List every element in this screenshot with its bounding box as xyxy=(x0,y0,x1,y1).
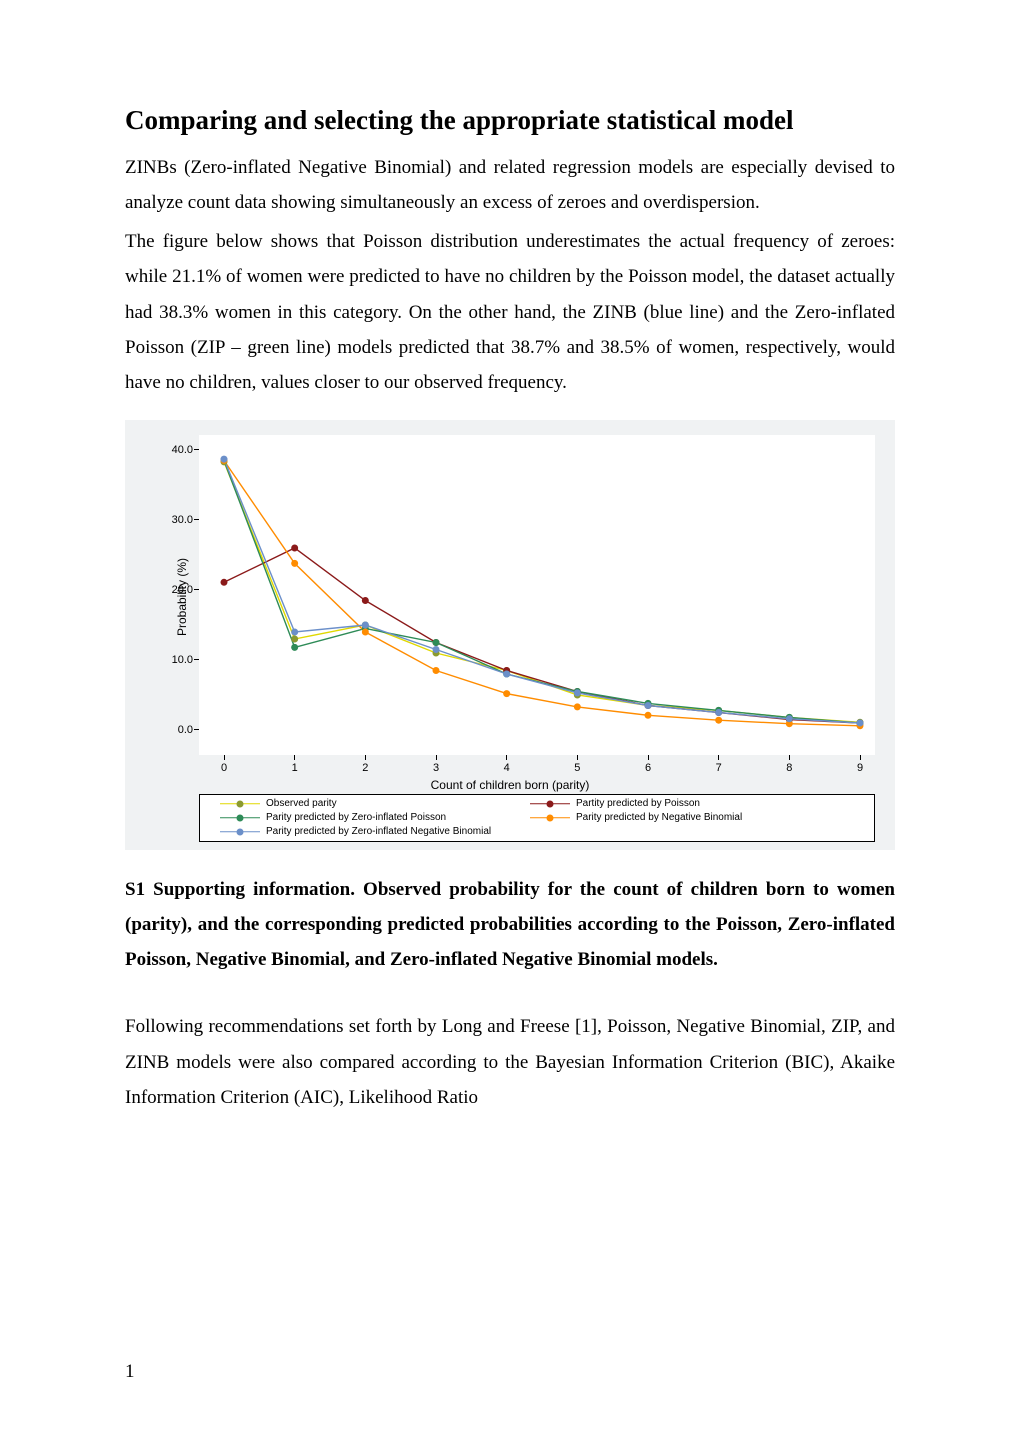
x-tick xyxy=(365,755,366,760)
series-marker-zinb xyxy=(433,646,440,653)
x-tick-label: 9 xyxy=(857,762,863,774)
series-line-nb xyxy=(224,460,860,725)
chart-legend: Observed parity Partity predicted by Pois… xyxy=(199,794,875,842)
legend-label: Parity predicted by Zero-inflated Poisso… xyxy=(266,812,446,823)
x-tick-label: 7 xyxy=(716,762,722,774)
x-tick xyxy=(294,755,295,760)
legend-label: Parity predicted by Negative Binomial xyxy=(576,812,742,823)
x-tick-label: 1 xyxy=(292,762,298,774)
y-tick-label: 0.0 xyxy=(178,724,193,736)
series-marker-nb xyxy=(574,703,581,710)
legend-item-poisson: Partity predicted by Poisson xyxy=(530,798,840,810)
x-tick xyxy=(224,755,225,760)
x-tick xyxy=(860,755,861,760)
y-tick-label: 30.0 xyxy=(172,514,193,526)
page-title: Comparing and selecting the appropriate … xyxy=(125,105,895,136)
legend-swatch xyxy=(530,798,570,810)
legend-swatch xyxy=(220,798,260,810)
series-marker-nb xyxy=(291,560,298,567)
x-tick-label: 6 xyxy=(645,762,651,774)
series-marker-zinb xyxy=(291,628,298,635)
series-marker-zip xyxy=(433,639,440,646)
x-tick xyxy=(436,755,437,760)
series-marker-zinb xyxy=(645,702,652,709)
probability-chart: 0.010.020.030.040.00123456789 Probabilit… xyxy=(125,420,895,850)
paragraph-1: ZINBs (Zero-inflated Negative Binomial) … xyxy=(125,150,895,220)
series-marker-poisson xyxy=(221,579,228,586)
paragraph-3: Following recommendations set forth by L… xyxy=(125,1009,895,1114)
y-axis-label: Probability (%) xyxy=(175,558,189,636)
legend-item-zinb: Parity predicted by Zero-inflated Negati… xyxy=(220,826,840,838)
x-tick xyxy=(577,755,578,760)
series-line-poisson xyxy=(224,548,860,723)
series-marker-nb xyxy=(362,628,369,635)
y-tick xyxy=(194,519,199,520)
paragraph-2: The figure below shows that Poisson dist… xyxy=(125,224,895,400)
series-marker-poisson xyxy=(291,544,298,551)
x-tick xyxy=(506,755,507,760)
x-tick xyxy=(789,755,790,760)
x-tick-label: 3 xyxy=(433,762,439,774)
series-marker-nb xyxy=(645,712,652,719)
series-marker-zinb xyxy=(221,456,228,463)
y-tick-label: 10.0 xyxy=(172,654,193,666)
y-tick-label: 40.0 xyxy=(172,444,193,456)
legend-swatch xyxy=(530,812,570,824)
y-tick xyxy=(194,729,199,730)
legend-item-zip: Parity predicted by Zero-inflated Poisso… xyxy=(220,812,530,824)
x-tick-label: 4 xyxy=(504,762,510,774)
x-tick-label: 2 xyxy=(362,762,368,774)
x-tick-label: 8 xyxy=(786,762,792,774)
series-marker-zinb xyxy=(503,670,510,677)
x-tick-label: 0 xyxy=(221,762,227,774)
plot-area xyxy=(199,435,875,755)
legend-item-observed: Observed parity xyxy=(220,798,530,810)
legend-item-nb: Parity predicted by Negative Binomial xyxy=(530,812,840,824)
legend-label: Partity predicted by Poisson xyxy=(576,798,700,809)
series-marker-zinb xyxy=(574,689,581,696)
y-tick xyxy=(194,659,199,660)
series-marker-zinb xyxy=(715,709,722,716)
y-tick xyxy=(194,449,199,450)
y-tick xyxy=(194,589,199,590)
legend-label: Parity predicted by Zero-inflated Negati… xyxy=(266,826,491,837)
series-marker-observed xyxy=(291,635,298,642)
series-marker-nb xyxy=(715,717,722,724)
legend-swatch xyxy=(220,826,260,838)
legend-swatch xyxy=(220,812,260,824)
x-tick-label: 5 xyxy=(574,762,580,774)
x-axis-label: Count of children born (parity) xyxy=(431,778,590,792)
series-marker-nb xyxy=(503,690,510,697)
series-marker-zinb xyxy=(857,719,864,726)
series-marker-zinb xyxy=(786,715,793,722)
series-marker-zip xyxy=(291,644,298,651)
series-marker-nb xyxy=(433,667,440,674)
figure-caption: S1 Supporting information. Observed prob… xyxy=(125,872,895,977)
page-number: 1 xyxy=(125,1361,135,1383)
series-line-zinb xyxy=(224,459,860,723)
series-marker-zinb xyxy=(362,621,369,628)
x-tick xyxy=(718,755,719,760)
legend-label: Observed parity xyxy=(266,798,337,809)
series-marker-poisson xyxy=(362,597,369,604)
x-tick xyxy=(648,755,649,760)
